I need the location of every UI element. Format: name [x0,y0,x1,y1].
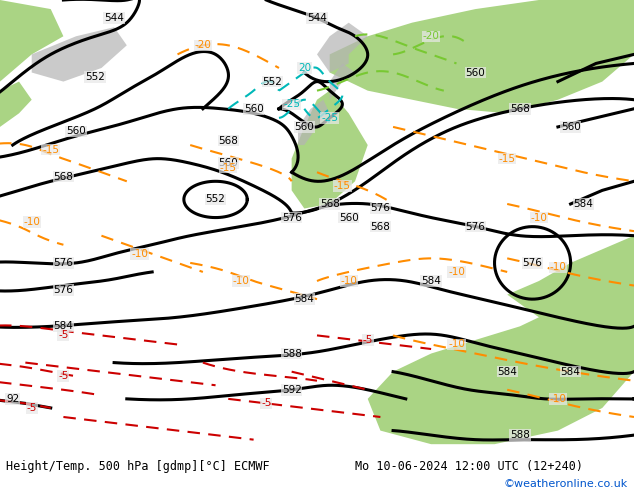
Text: -15: -15 [334,181,351,191]
Text: -5: -5 [58,330,68,341]
Polygon shape [317,23,368,73]
Text: -20: -20 [195,40,211,50]
Polygon shape [292,91,368,209]
Text: -10: -10 [340,276,357,286]
Text: 576: 576 [370,203,391,214]
Text: 560: 560 [218,158,238,168]
Polygon shape [0,81,32,127]
Text: 560: 560 [66,126,86,136]
Text: -5: -5 [363,335,373,345]
Text: 560: 560 [243,104,264,114]
Text: 584: 584 [560,367,581,377]
Text: 584: 584 [573,199,593,209]
Text: -10: -10 [233,276,249,286]
Text: 560: 560 [560,122,581,132]
Text: -5: -5 [58,371,68,381]
Text: -10: -10 [531,213,547,222]
Text: 584: 584 [497,367,517,377]
Text: 576: 576 [522,258,543,268]
Text: 588: 588 [281,348,302,359]
Text: Height/Temp. 500 hPa [gdmp][°C] ECMWF: Height/Temp. 500 hPa [gdmp][°C] ECMWF [6,460,270,473]
Text: -10: -10 [23,217,40,227]
Text: 568: 568 [218,136,238,146]
Text: 568: 568 [53,172,74,182]
Text: -5: -5 [261,398,271,408]
Text: -5: -5 [27,403,37,413]
Text: 576: 576 [53,258,74,268]
Text: 568: 568 [510,104,530,114]
Text: 552: 552 [262,76,283,87]
Polygon shape [0,0,63,81]
Text: 552: 552 [85,72,105,82]
Text: 92: 92 [6,394,19,404]
Text: -25: -25 [321,113,338,123]
Polygon shape [32,27,127,81]
Text: -10: -10 [550,263,566,272]
Text: 560: 560 [339,213,359,222]
Text: 584: 584 [53,321,74,331]
Polygon shape [298,100,330,145]
Text: 560: 560 [294,122,314,132]
Polygon shape [368,281,634,444]
Text: -15: -15 [220,163,236,172]
Text: 544: 544 [104,13,124,23]
Polygon shape [330,0,634,113]
Text: 560: 560 [465,68,486,77]
Text: 568: 568 [320,199,340,209]
Text: 544: 544 [307,13,327,23]
Text: 576: 576 [281,213,302,222]
Text: 584: 584 [421,276,441,286]
Text: ©weatheronline.co.uk: ©weatheronline.co.uk [503,480,628,490]
Text: 592: 592 [281,385,302,395]
Text: -10: -10 [550,394,566,404]
Text: 568: 568 [370,221,391,232]
Text: -15: -15 [42,145,59,154]
Text: 20: 20 [298,63,311,73]
Text: -10: -10 [448,340,465,349]
Text: 552: 552 [205,195,226,204]
Text: -25: -25 [283,99,300,109]
Text: -10: -10 [131,249,148,259]
Polygon shape [330,63,355,100]
Text: -20: -20 [423,31,439,41]
Text: 576: 576 [465,221,486,232]
Text: 584: 584 [294,294,314,304]
Text: Mo 10-06-2024 12:00 UTC (12+240): Mo 10-06-2024 12:00 UTC (12+240) [355,460,583,473]
Polygon shape [507,236,634,318]
Text: 588: 588 [510,430,530,440]
Text: 576: 576 [53,285,74,295]
Text: -15: -15 [499,154,515,164]
Text: -10: -10 [448,267,465,277]
